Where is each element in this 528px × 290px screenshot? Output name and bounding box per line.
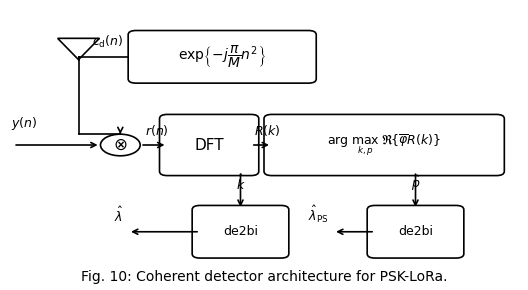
Text: Fig. 10: Coherent detector architecture for PSK-LoRa.: Fig. 10: Coherent detector architecture … — [81, 270, 447, 284]
Text: $r(n)$: $r(n)$ — [145, 123, 169, 138]
FancyBboxPatch shape — [264, 115, 504, 175]
FancyBboxPatch shape — [128, 30, 316, 83]
Text: $\hat{\lambda}$: $\hat{\lambda}$ — [114, 206, 123, 225]
Text: $\hat{\lambda}_{\mathrm{PS}}$: $\hat{\lambda}_{\mathrm{PS}}$ — [308, 204, 328, 225]
Text: de2bi: de2bi — [223, 225, 258, 238]
Text: $\hat{p}$: $\hat{p}$ — [411, 174, 420, 193]
Text: $\mathrm{arg}\;\underset{k,p}{\max}\;\mathfrak{R}\!\left\{\overline{\varphi}R(k): $\mathrm{arg}\;\underset{k,p}{\max}\;\ma… — [327, 132, 441, 158]
Text: $\otimes$: $\otimes$ — [113, 136, 128, 154]
FancyBboxPatch shape — [367, 205, 464, 258]
Text: $\exp\!\left\{-j\dfrac{\pi}{M}n^2\right\}$: $\exp\!\left\{-j\dfrac{\pi}{M}n^2\right\… — [178, 44, 266, 70]
Text: $\hat{k}$: $\hat{k}$ — [235, 174, 246, 193]
Text: $y(n)$: $y(n)$ — [11, 115, 37, 132]
Text: de2bi: de2bi — [398, 225, 433, 238]
Text: DFT: DFT — [194, 137, 224, 153]
FancyBboxPatch shape — [192, 205, 289, 258]
FancyBboxPatch shape — [159, 115, 259, 175]
Text: $R(k)$: $R(k)$ — [253, 123, 280, 138]
Text: $c_{\mathrm{d}}(n)$: $c_{\mathrm{d}}(n)$ — [91, 34, 123, 50]
